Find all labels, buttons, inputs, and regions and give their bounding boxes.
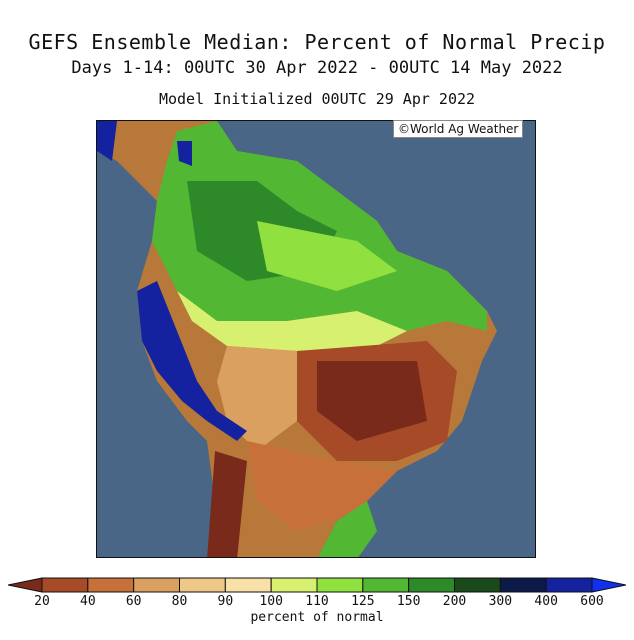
- colorbar-high-arrow: [591, 577, 626, 593]
- colorbar-swatch: [270, 577, 318, 593]
- colorbar-tick-label: 150: [396, 594, 421, 609]
- colorbar-swatch: [499, 577, 547, 593]
- colorbar-tick-label: 100: [259, 594, 283, 609]
- copyright-credit: ©World Ag Weather: [393, 120, 524, 138]
- colorbar-tick-label: 200: [442, 594, 467, 609]
- colorbar-tick-label: 20: [34, 594, 50, 609]
- colorbar-tick-label: 400: [534, 594, 558, 609]
- colorbar-tick-label: 80: [171, 594, 188, 609]
- colorbar-swatch: [545, 577, 593, 593]
- colorbar-tick-label: 60: [125, 594, 142, 609]
- precip-map: [96, 120, 536, 558]
- colorbar-swatch: [408, 577, 455, 593]
- colorbar-swatch: [87, 577, 135, 593]
- colorbar-swatch: [133, 577, 180, 593]
- colorbar-tick-label: 40: [80, 594, 96, 609]
- model-init: Model Initialized 00UTC 29 Apr 2022: [158, 90, 476, 108]
- colorbar-swatch: [316, 577, 364, 593]
- colorbar-swatch: [454, 577, 501, 593]
- colorbar-swatch: [41, 577, 89, 593]
- colorbar-swatch: [362, 577, 410, 593]
- colorbar-swatch: [179, 577, 226, 593]
- map-title: GEFS Ensemble Median: Percent of Normal …: [28, 30, 606, 54]
- colorbar-tick-label: 110: [305, 594, 329, 609]
- colorbar-tick-label: 300: [488, 594, 513, 609]
- date-range: Days 1-14: 00UTC 30 Apr 2022 - 00UTC 14 …: [71, 58, 563, 78]
- colorbar-title: percent of normal: [250, 610, 384, 625]
- colorbar-swatch: [224, 577, 272, 593]
- colorbar-tick-label: 125: [351, 594, 375, 609]
- colorbar-tick-label: 90: [217, 594, 234, 609]
- colorbar-low-arrow: [8, 577, 43, 593]
- colorbar-tick-label: 600: [580, 594, 604, 609]
- colorbar: [8, 577, 626, 593]
